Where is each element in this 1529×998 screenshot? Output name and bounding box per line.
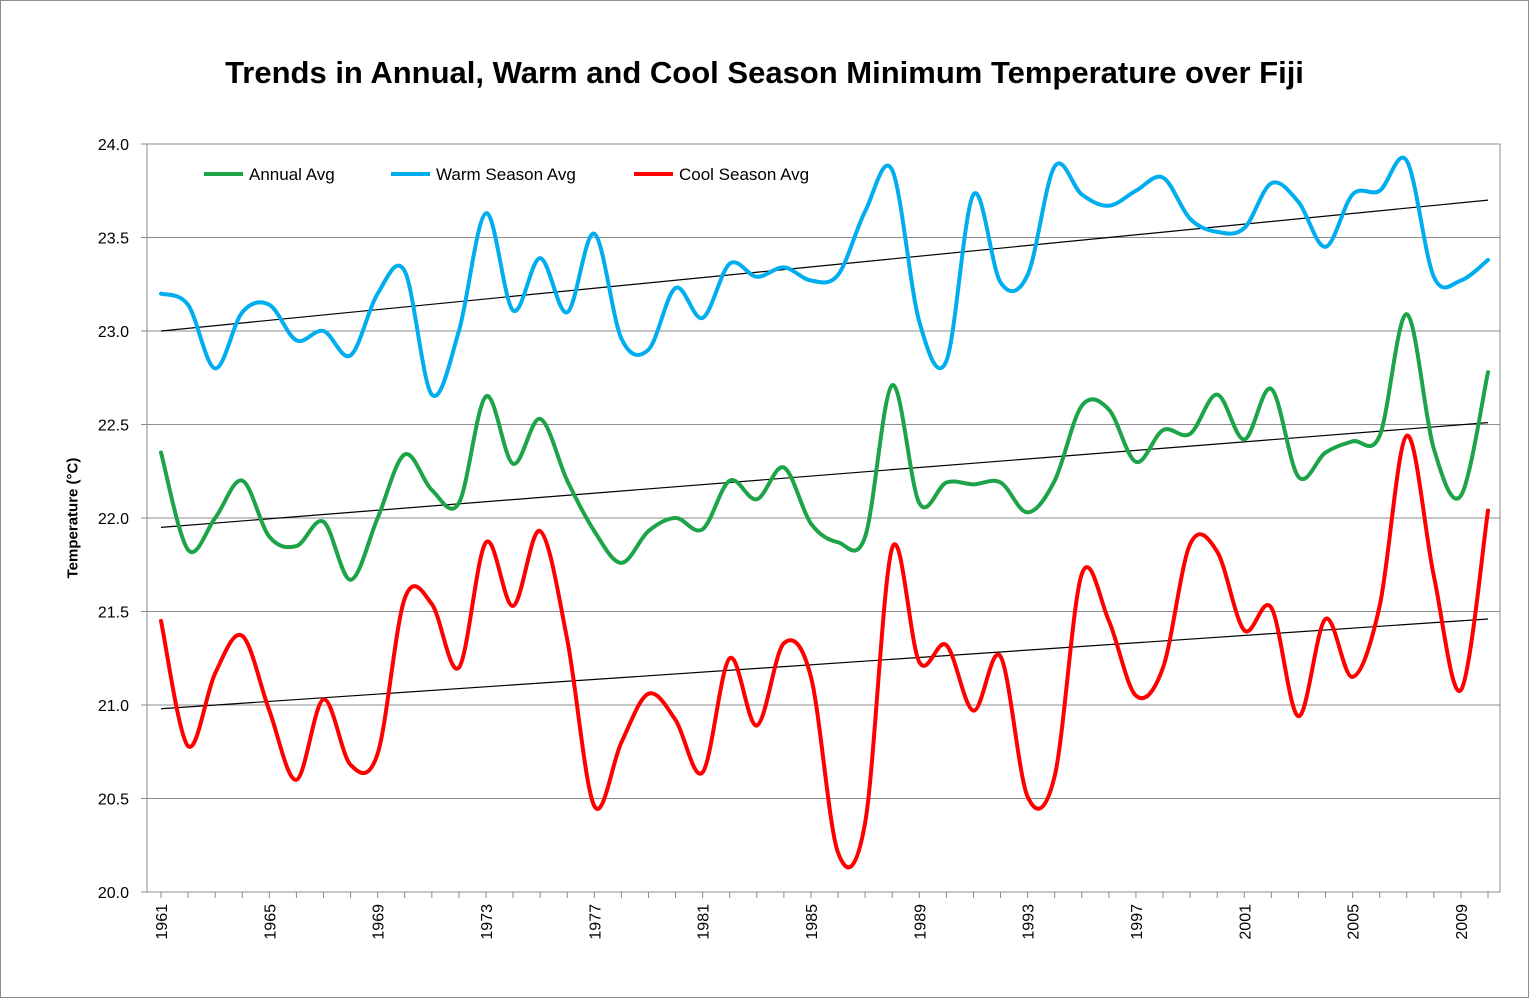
trend-line-cool-season-avg xyxy=(160,618,1489,710)
chart-title: Trends in Annual, Warm and Cool Season M… xyxy=(225,55,1304,90)
x-tick-label: 2001 xyxy=(1237,904,1254,940)
legend: Annual Avg Warm Season Avg Cool Season Avg xyxy=(204,165,809,184)
x-tick-label: 1989 xyxy=(912,904,929,940)
y-tick-label: 22.5 xyxy=(98,418,129,435)
legend-label-annual-avg: Annual Avg xyxy=(249,165,335,184)
y-tick-label: 20.0 xyxy=(98,885,129,902)
series-line-annual-avg xyxy=(159,312,1490,582)
y-tick-label: 21.0 xyxy=(98,698,129,715)
legend-label-cool-season-avg: Cool Season Avg xyxy=(679,165,809,184)
x-tick-label: 1965 xyxy=(262,904,279,940)
y-tick-label: 23.5 xyxy=(98,231,129,248)
x-tick-label: 1997 xyxy=(1129,904,1146,940)
gridlines xyxy=(146,143,1501,893)
legend-label-warm-season-avg: Warm Season Avg xyxy=(436,165,576,184)
y-tick-label: 24.0 xyxy=(98,137,129,154)
y-tick-label: 22.0 xyxy=(98,511,129,528)
x-tick-label: 2009 xyxy=(1454,904,1471,940)
x-tick-label: 1993 xyxy=(1021,904,1038,940)
axes xyxy=(141,143,1500,898)
trend-line-warm-season-avg xyxy=(160,199,1489,332)
tick-labels: 20.0 20.5 21.0 21.5 22.0 22.5 23.0 23.5 24.0 1961… xyxy=(98,137,1471,940)
x-tick-label: 2005 xyxy=(1346,904,1363,940)
y-tick-label: 23.0 xyxy=(98,324,129,341)
trend-line-annual-avg xyxy=(160,422,1489,528)
x-tick-label: 1961 xyxy=(154,904,171,940)
x-tick-label: 1981 xyxy=(696,904,713,940)
series-line-cool-season-avg xyxy=(159,433,1490,870)
y-tick-label: 20.5 xyxy=(98,792,129,809)
series-lines xyxy=(159,155,1490,870)
x-tick-label: 1973 xyxy=(479,904,496,940)
x-tick-label: 1969 xyxy=(371,904,388,940)
x-tick-label: 1985 xyxy=(804,904,821,940)
x-tick-label: 1977 xyxy=(587,904,604,940)
y-tick-label: 21.5 xyxy=(98,605,129,622)
series-line-warm-season-avg xyxy=(159,155,1490,399)
